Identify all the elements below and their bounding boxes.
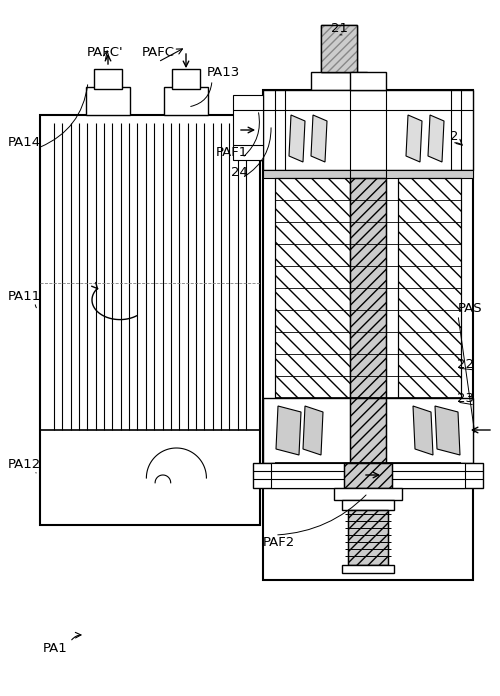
Bar	[342, 500, 394, 510]
Bar	[348, 510, 388, 565]
Bar	[40, 115, 260, 525]
Bar	[348, 510, 388, 565]
Text: PAFC: PAFC	[142, 45, 174, 58]
Bar	[263, 90, 473, 580]
Polygon shape	[276, 406, 301, 455]
Bar	[172, 69, 200, 89]
Bar	[344, 463, 392, 488]
Bar	[350, 178, 386, 398]
Polygon shape	[289, 115, 305, 162]
Bar	[344, 463, 392, 488]
Text: 22: 22	[457, 358, 474, 372]
Text: PAF1: PAF1	[216, 145, 248, 159]
Bar	[350, 178, 386, 398]
Bar	[94, 69, 122, 89]
Polygon shape	[311, 115, 327, 162]
Text: PA14: PA14	[8, 136, 41, 150]
Bar	[275, 178, 350, 398]
Bar	[350, 398, 386, 463]
Text: PA13: PA13	[207, 65, 240, 79]
Text: 24: 24	[231, 166, 248, 178]
Text: PA1: PA1	[42, 642, 68, 654]
Text: 21: 21	[332, 22, 348, 35]
Bar	[311, 72, 367, 90]
Bar	[334, 488, 402, 500]
Bar	[275, 178, 350, 398]
Text: PAS: PAS	[458, 301, 482, 315]
Bar	[321, 25, 357, 72]
Bar	[321, 25, 357, 72]
Bar	[342, 565, 394, 573]
Bar	[350, 72, 386, 90]
Text: PA12: PA12	[8, 459, 41, 471]
Bar	[233, 95, 263, 160]
Bar	[86, 87, 130, 115]
Bar	[164, 87, 208, 115]
Polygon shape	[435, 406, 460, 455]
Bar	[263, 90, 473, 170]
Bar	[271, 463, 465, 488]
Text: PA11: PA11	[8, 290, 41, 303]
Bar	[253, 463, 483, 488]
Bar	[398, 178, 461, 398]
Bar	[350, 398, 386, 463]
Text: PAFC': PAFC'	[86, 45, 124, 58]
Text: PAF2: PAF2	[263, 535, 295, 548]
Text: 23: 23	[457, 391, 474, 404]
Text: 2: 2	[450, 129, 458, 143]
Polygon shape	[303, 406, 323, 455]
Bar	[398, 178, 461, 398]
Polygon shape	[406, 115, 422, 162]
Bar	[263, 170, 473, 178]
Bar	[321, 25, 357, 72]
Bar	[263, 398, 473, 463]
Polygon shape	[413, 406, 433, 455]
Polygon shape	[428, 115, 444, 162]
